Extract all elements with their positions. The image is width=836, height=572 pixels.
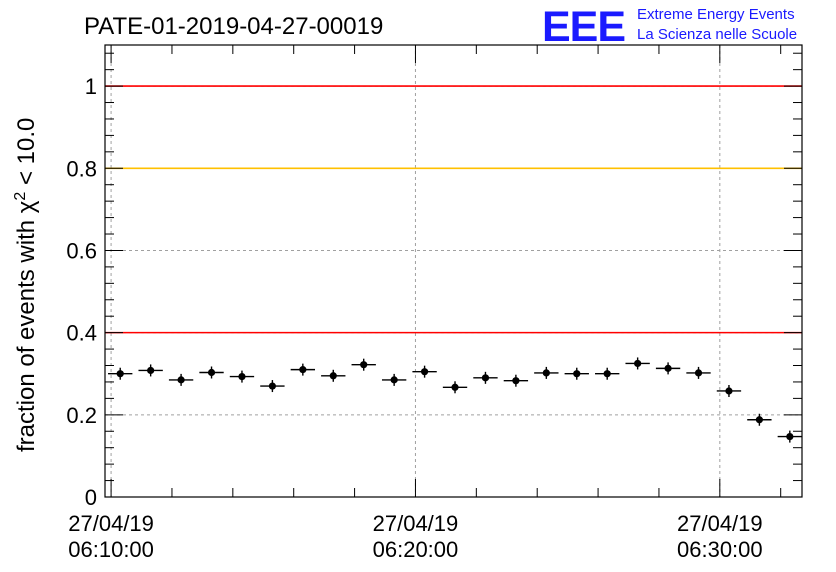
data-point-marker [238, 373, 246, 381]
logo-line-2: La Scienza nelle Scuole [637, 26, 797, 43]
data-point-marker [634, 359, 642, 368]
data-point [412, 365, 437, 378]
data-point-marker [755, 416, 763, 424]
x-tick-label-date: 27/04/19 [677, 511, 763, 536]
data-point [716, 384, 742, 397]
data-points [108, 357, 802, 443]
data-point [168, 373, 194, 386]
data-point-marker [573, 370, 581, 378]
data-point [534, 366, 559, 379]
data-point-marker [177, 376, 185, 384]
y-axis-title-suffix: < 10.0 [13, 118, 40, 192]
run-title: PATE-01-2019-04-27-00019 [84, 13, 383, 40]
data-point [351, 358, 376, 371]
data-point-marker [451, 383, 459, 391]
data-point [595, 367, 620, 380]
data-point [381, 373, 407, 386]
data-point [564, 367, 589, 380]
data-point [199, 366, 224, 379]
data-point-marker [786, 432, 794, 441]
y-tick-label: 0.2 [66, 403, 97, 428]
x-tick-label-time: 06:30:00 [677, 537, 763, 562]
data-point-marker [481, 374, 490, 382]
data-point [442, 381, 468, 394]
data-point-marker [207, 368, 216, 377]
data-point [503, 374, 529, 387]
data-point [777, 430, 802, 443]
x-tick-labels: 27/04/1906:10:0027/04/1906:20:0027/04/19… [68, 511, 762, 562]
y-tick-label: 0 [85, 485, 97, 510]
data-point-marker [512, 377, 520, 385]
y-tick-label: 0.8 [66, 156, 97, 181]
axis-ticks [105, 45, 802, 498]
data-point [686, 366, 711, 379]
data-point [260, 380, 285, 393]
x-tick-label-time: 06:10:00 [68, 537, 154, 562]
data-point-marker [360, 361, 368, 369]
data-point [108, 367, 133, 380]
y-tick-labels: 0 0.2 0.4 0.6 0.8 1 [66, 74, 97, 510]
data-point-marker [725, 387, 733, 395]
x-tick-label-time: 06:20:00 [373, 537, 459, 562]
data-point [229, 370, 255, 383]
data-point [290, 363, 316, 376]
data-point-marker [116, 370, 124, 378]
grid [105, 45, 802, 497]
y-axis-title-sup: 2 [12, 192, 29, 201]
y-tick-label: 0.6 [66, 238, 97, 263]
logo-line-1: Extreme Energy Events [637, 6, 795, 23]
data-point-marker [420, 368, 429, 376]
reference-lines [105, 85, 802, 334]
data-point-marker [329, 372, 337, 380]
data-point [321, 369, 346, 382]
data-point [747, 413, 772, 426]
data-point-marker [603, 370, 611, 378]
data-point [138, 364, 163, 377]
y-tick-label: 0.4 [66, 321, 97, 346]
x-tick-label-date: 27/04/19 [373, 511, 459, 536]
data-point-marker [694, 369, 703, 377]
data-point-marker [542, 369, 550, 377]
data-point [655, 362, 681, 375]
data-point [473, 371, 498, 384]
data-point-marker [268, 382, 277, 390]
data-point-marker [390, 376, 398, 384]
data-point [625, 357, 650, 370]
y-tick-label: 1 [85, 74, 97, 99]
plot-frame [104, 44, 803, 498]
y-axis-title-prefix: fraction of events with χ [13, 200, 40, 452]
eee-logo: EEE Extreme Energy Events La Scienza nel… [542, 3, 797, 51]
data-point-marker [299, 366, 307, 374]
data-point-marker [664, 364, 672, 372]
x-tick-label-date: 27/04/19 [68, 511, 154, 536]
data-point-marker [147, 366, 155, 375]
eee-logo-mark: EEE [542, 3, 625, 51]
y-axis-title: fraction of events with χ2 < 10.0 [12, 118, 40, 452]
